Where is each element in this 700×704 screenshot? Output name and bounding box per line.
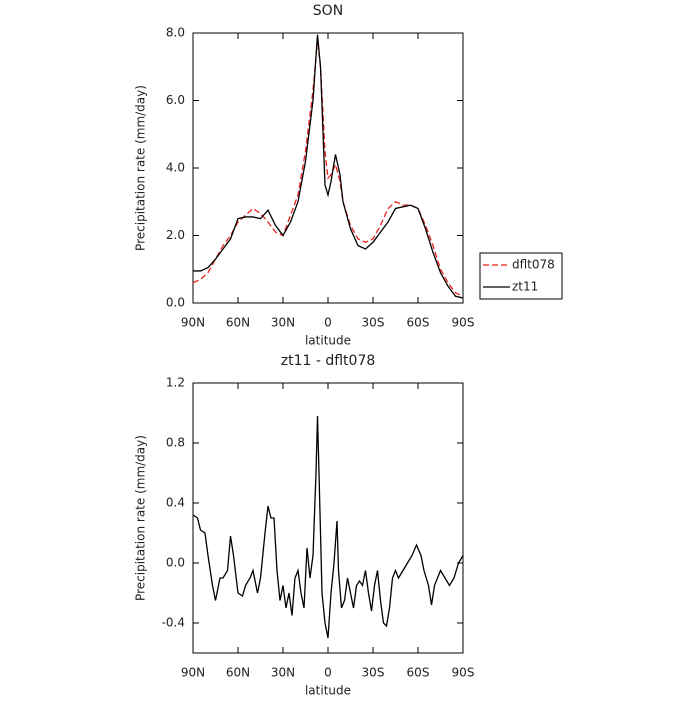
y-tick-label: 8.0: [166, 26, 185, 40]
x-tick-label: 90S: [452, 666, 475, 680]
plot-frame: [192, 32, 464, 304]
legend-label: zt11: [512, 280, 538, 294]
x-tick-label: 90N: [181, 316, 205, 330]
y-tick-label: 0.0: [166, 556, 185, 570]
x-tick-label: 30N: [271, 666, 295, 680]
x-tick-label: 30S: [362, 666, 385, 680]
x-tick-label: 0: [324, 316, 332, 330]
y-tick-label: 4.0: [166, 161, 185, 175]
y-tick-label: 0.8: [166, 436, 185, 450]
x-tick-label: 30N: [271, 316, 295, 330]
y-tick-label: 6.0: [166, 93, 185, 107]
x-tick-label: 60S: [407, 666, 430, 680]
chart-title: zt11 - dflt078: [281, 353, 376, 369]
x-tick-label: 60N: [226, 666, 250, 680]
y-tick-label: 0.0: [166, 296, 185, 310]
legend-box: [479, 252, 563, 300]
legend-label: dflt078: [512, 258, 555, 272]
data-line: [192, 415, 464, 639]
data-line: [193, 34, 464, 299]
x-tick-label: 60S: [407, 316, 430, 330]
x-tick-label: 0: [324, 666, 332, 680]
x-tick-label: 60N: [226, 316, 250, 330]
y-axis-label: Precipitation rate (mm/day): [134, 435, 148, 601]
y-tick-label: 2.0: [166, 228, 185, 242]
y-tick-label: 1.2: [166, 376, 185, 390]
data-line: [192, 39, 464, 297]
x-axis-label: latitude: [305, 684, 351, 698]
x-tick-label: 90S: [452, 316, 475, 330]
y-tick-label: 0.4: [166, 496, 185, 510]
x-tick-label: 90N: [181, 666, 205, 680]
y-axis-label: Precipitation rate (mm/day): [134, 85, 148, 251]
x-axis-label: latitude: [305, 334, 351, 348]
plot-frame: [192, 382, 464, 654]
chart-title: SON: [313, 3, 343, 19]
y-tick-label: -0.4: [162, 616, 185, 630]
x-tick-label: 30S: [362, 316, 385, 330]
